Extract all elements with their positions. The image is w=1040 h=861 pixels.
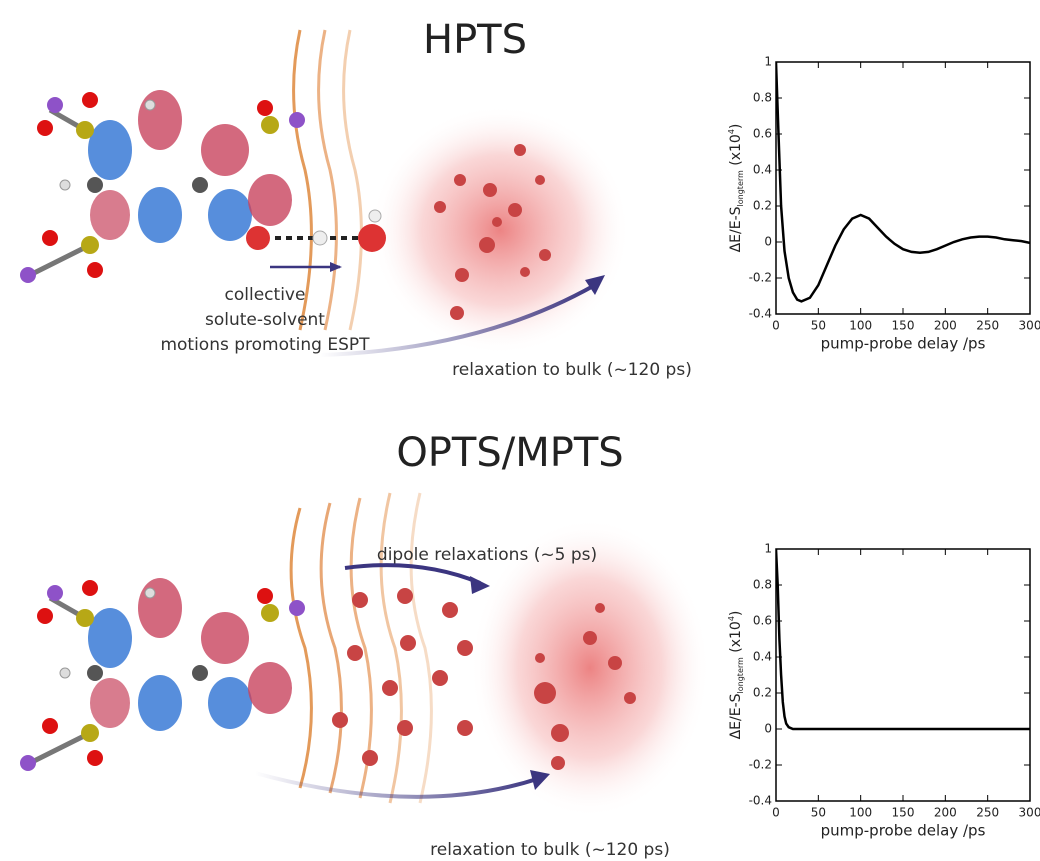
y-axis-label-part: longterm bbox=[736, 170, 745, 206]
x-axis-label: pump-probe delay /ps bbox=[821, 822, 986, 840]
y-tick-label: 0.6 bbox=[753, 614, 772, 628]
y-axis-label-part: ) bbox=[728, 611, 744, 616]
y-axis-label: ΔE/E-Slongterm (x104) bbox=[727, 124, 745, 253]
x-tick-label: 100 bbox=[849, 806, 872, 820]
x-tick-label: 300 bbox=[1019, 806, 1040, 820]
x-tick-label: 200 bbox=[934, 319, 957, 333]
y-axis-label-part: ΔE/E-S bbox=[728, 693, 744, 739]
y-tick-label: 1 bbox=[764, 542, 772, 556]
illustration-bottom bbox=[20, 493, 710, 818]
plot-frame bbox=[776, 549, 1030, 801]
y-tick-label: -0.2 bbox=[749, 271, 772, 285]
y-tick-label: -0.4 bbox=[749, 307, 772, 321]
y-tick-label: 0.4 bbox=[753, 650, 772, 664]
y-tick-label: 0.8 bbox=[753, 578, 772, 592]
x-axis-label: pump-probe delay /ps bbox=[821, 335, 986, 353]
x-tick-label: 0 bbox=[772, 319, 780, 333]
y-axis-label-part: longterm bbox=[736, 657, 745, 693]
data-line bbox=[776, 62, 1030, 301]
data-line bbox=[776, 549, 1030, 729]
x-tick-label: 150 bbox=[892, 319, 915, 333]
y-axis-label-part: ) bbox=[728, 124, 744, 129]
x-tick-label: 100 bbox=[849, 319, 872, 333]
y-tick-label: 0.4 bbox=[753, 163, 772, 177]
chart-title: OPTS/MPTS bbox=[396, 430, 623, 476]
chart-title: HPTS bbox=[423, 17, 527, 63]
x-tick-label: 50 bbox=[811, 319, 826, 333]
x-tick-label: 250 bbox=[976, 806, 999, 820]
y-axis-label-part: (x10 bbox=[728, 134, 744, 170]
y-tick-label: 0 bbox=[764, 722, 772, 736]
annotation: dipole relaxations (~5 ps) bbox=[377, 545, 597, 565]
x-tick-label: 200 bbox=[934, 806, 957, 820]
x-tick-label: 150 bbox=[892, 806, 915, 820]
plot-frame bbox=[776, 62, 1030, 314]
annotation: motions promoting ESPT bbox=[160, 335, 370, 355]
illustration-top bbox=[20, 30, 630, 355]
x-tick-label: 0 bbox=[772, 806, 780, 820]
annotation: relaxation to bulk (~120 ps) bbox=[452, 360, 692, 380]
y-axis-label-part: ΔE/E-S bbox=[728, 206, 744, 252]
x-tick-label: 300 bbox=[1019, 319, 1040, 333]
y-axis-label-part: (x10 bbox=[728, 621, 744, 657]
y-tick-label: 0 bbox=[764, 235, 772, 249]
y-axis-label: ΔE/E-Slongterm (x104) bbox=[727, 611, 745, 740]
y-tick-label: -0.4 bbox=[749, 794, 772, 808]
y-tick-label: 0.2 bbox=[753, 686, 772, 700]
figure: HPTS collective solute-solvent motions prom… bbox=[0, 0, 1040, 861]
x-tick-label: 250 bbox=[976, 319, 999, 333]
y-tick-label: 0.8 bbox=[753, 91, 772, 105]
y-tick-label: -0.2 bbox=[749, 758, 772, 772]
y-tick-label: 0.2 bbox=[753, 199, 772, 213]
annotation: collective bbox=[225, 285, 306, 305]
y-tick-label: 0.6 bbox=[753, 127, 772, 141]
y-tick-label: 1 bbox=[764, 55, 772, 69]
x-tick-label: 50 bbox=[811, 806, 826, 820]
annotation: relaxation to bulk (~120 ps) bbox=[430, 840, 670, 860]
annotation: solute-solvent bbox=[205, 310, 325, 330]
